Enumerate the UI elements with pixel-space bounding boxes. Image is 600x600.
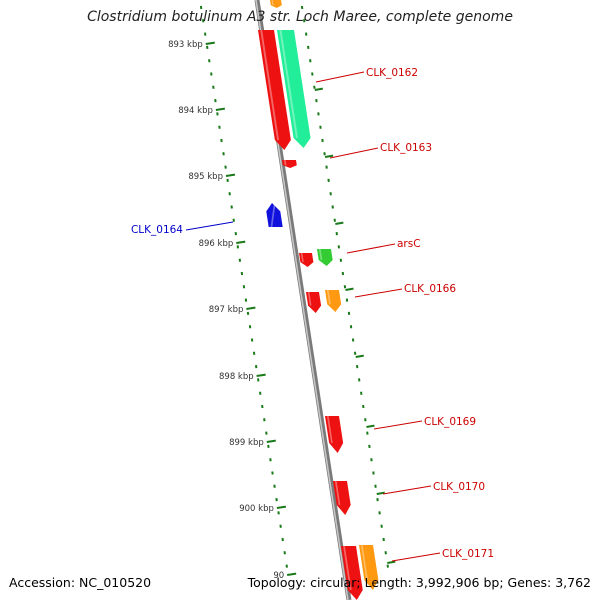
callout-line-clk0170 (382, 485, 432, 495)
major-tick (335, 221, 344, 225)
gene-clk0163[interactable] (282, 159, 297, 168)
callout-line-clk0162 (315, 71, 365, 83)
callout-line-clk0163 (329, 147, 379, 159)
gene-labels: CLK_0162 CLK_0163 CLK_0164 arsC CLK_0166… (131, 67, 494, 560)
tick-track-left (199, 5, 288, 568)
major-tick (355, 354, 364, 358)
gene-clk0164[interactable] (266, 202, 283, 228)
scale-labels: 893 kbp 894 kbp 895 kbp 896 kbp 897 kbp 898 k… (168, 40, 297, 581)
major-tick (387, 560, 396, 564)
gene-clk0169[interactable] (325, 415, 344, 453)
scale-label: 899 kbp (229, 438, 264, 448)
gene-clk0166[interactable] (325, 289, 342, 312)
gene-clk0171[interactable] (359, 544, 379, 590)
callout-lines (185, 71, 441, 562)
gene-label-clk0170[interactable]: CLK_0170 (433, 481, 485, 493)
scale-label: 897 kbp (209, 305, 244, 315)
scale-label: 90 (273, 571, 284, 581)
major-tick (314, 87, 323, 91)
major-tick (266, 439, 276, 443)
major-tick (205, 41, 215, 45)
gene-label-clk0169[interactable]: CLK_0169 (424, 416, 476, 428)
major-tick (324, 154, 334, 158)
scale-label: 896 kbp (199, 239, 234, 249)
major-tick (256, 373, 266, 377)
callout-line-clk0169 (373, 420, 423, 430)
genes (258, 0, 379, 600)
scale-label: 893 kbp (168, 40, 203, 50)
gene-clk0162[interactable] (258, 29, 291, 150)
major-tick (225, 173, 236, 177)
accession-text: Accession: NC_010520 (9, 575, 152, 590)
scale-label: 895 kbp (188, 172, 223, 182)
scale-label: 894 kbp (178, 106, 213, 116)
gene-label-clk0171[interactable]: CLK_0171 (442, 548, 494, 560)
gene-clk0162-orange-top[interactable] (270, 0, 282, 8)
gene-label-clk0163[interactable]: CLK_0163 (380, 142, 432, 154)
gene-label-clk0164[interactable]: CLK_0164 (131, 224, 183, 236)
gene-arsc-red[interactable] (299, 252, 314, 267)
topology-text: Topology: circular; Length: 3,992,906 bp… (247, 575, 591, 590)
callout-line-arsc (346, 243, 396, 254)
major-tick (286, 572, 297, 576)
gene-label-arsc[interactable]: arsC (397, 238, 421, 250)
scale-label: 900 kbp (239, 504, 274, 514)
major-tick (246, 306, 256, 310)
major-tick (215, 107, 226, 111)
tick-track-right (300, 5, 396, 568)
gene-clk0171-red[interactable] (341, 545, 363, 600)
gene-label-clk0162[interactable]: CLK_0162 (366, 67, 418, 79)
callout-line-clk0171 (391, 552, 441, 562)
map-title: Clostridium botulinum A3 str. Loch Maree… (87, 9, 513, 25)
gene-clk0166-red[interactable] (306, 291, 322, 313)
gene-arsc[interactable] (317, 248, 333, 266)
major-tick (376, 491, 385, 495)
gene-clk0170[interactable] (333, 480, 351, 515)
major-tick (276, 505, 287, 509)
callout-line-clk0164 (185, 221, 234, 231)
scale-label: 898 kbp (219, 372, 254, 382)
major-tick (366, 424, 375, 428)
callout-line-clk0166 (354, 288, 403, 298)
gene-clk0162-teal[interactable] (277, 29, 311, 148)
gene-label-clk0166[interactable]: CLK_0166 (404, 283, 456, 295)
major-tick (345, 287, 354, 291)
major-tick (236, 240, 246, 244)
